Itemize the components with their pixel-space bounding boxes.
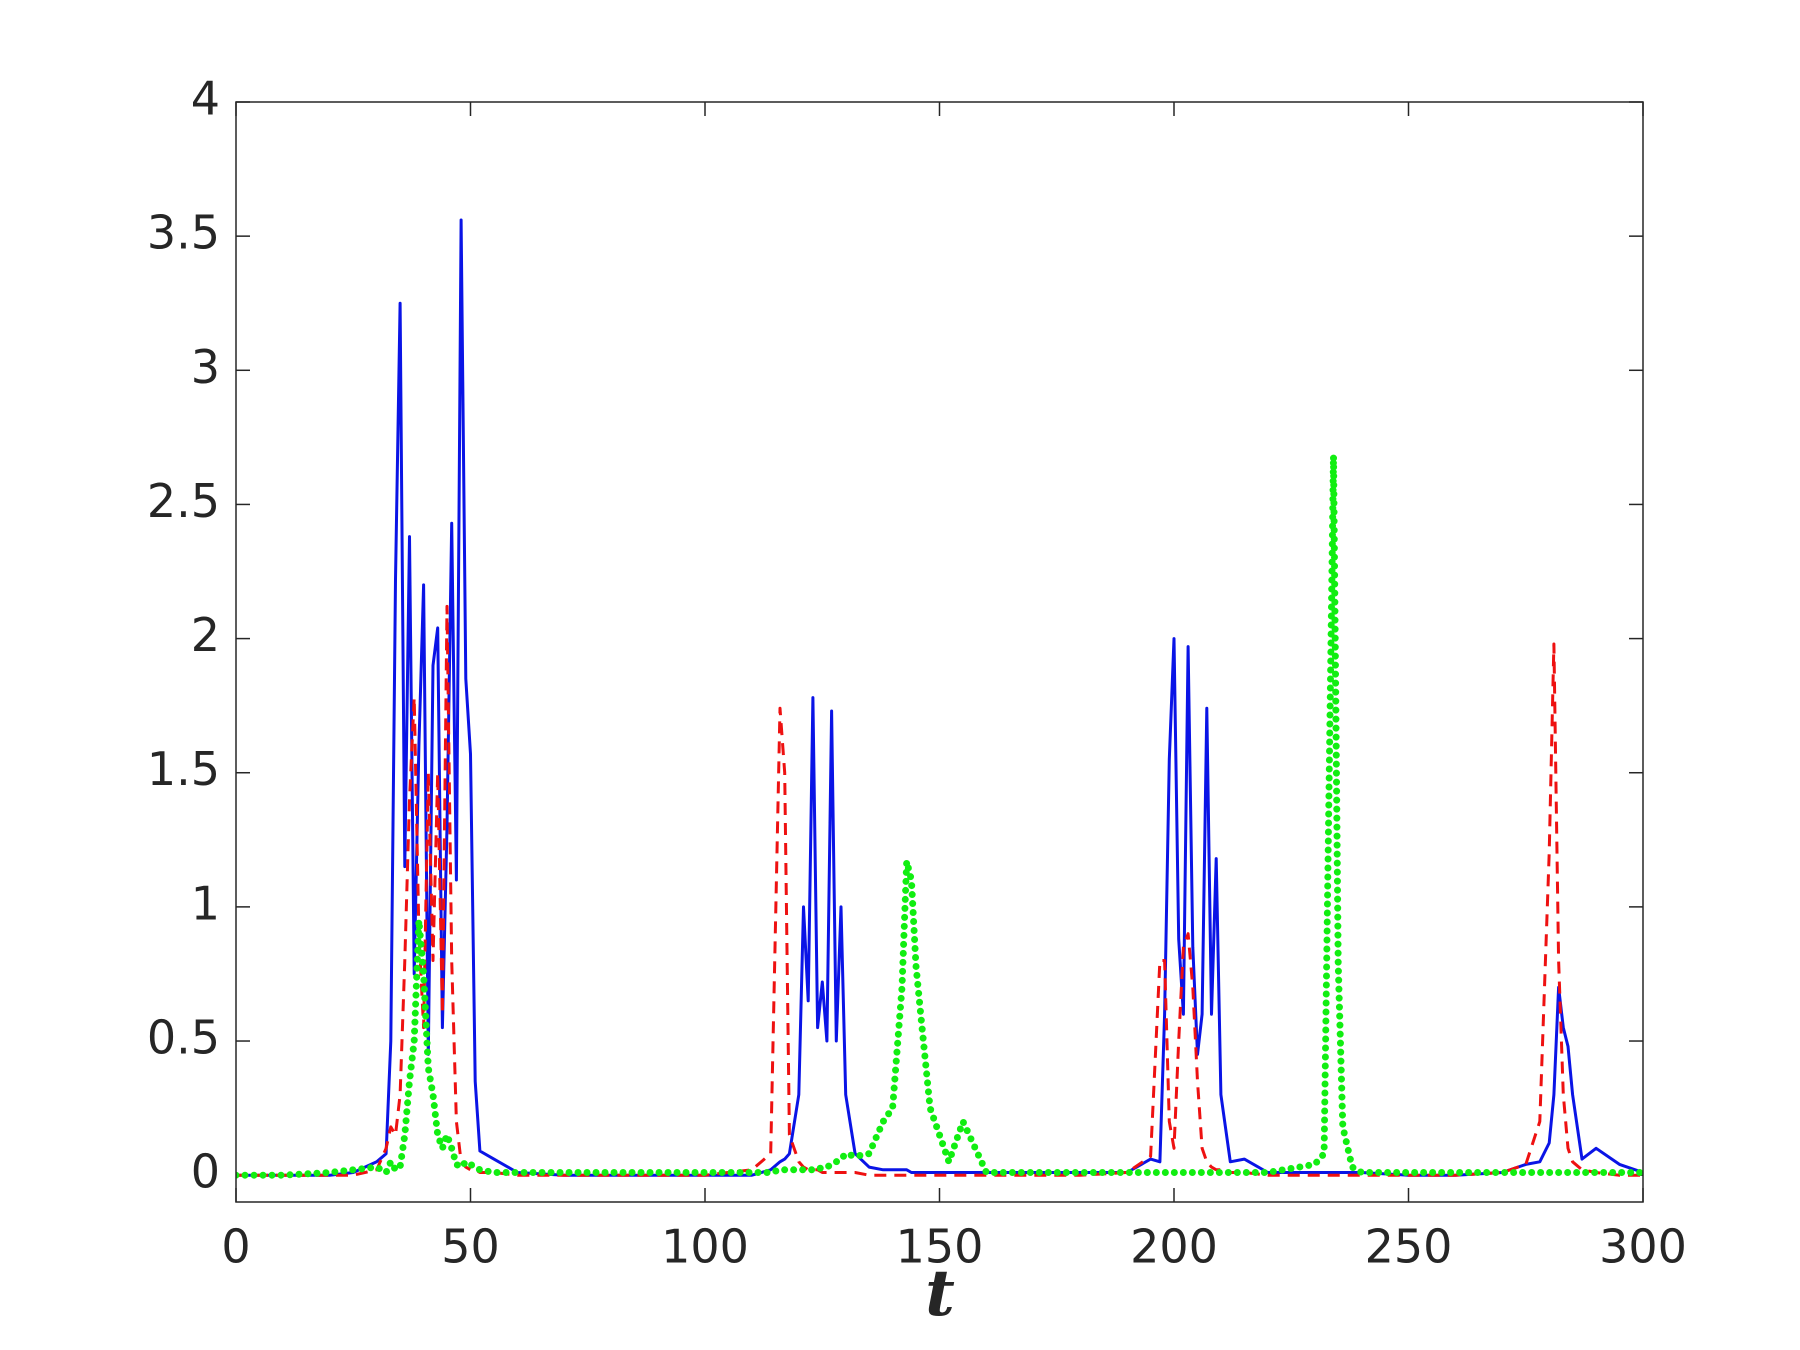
x-tick-label: 250 xyxy=(1365,1220,1453,1274)
x-tick-label: 0 xyxy=(221,1220,250,1274)
x-tick-label: 300 xyxy=(1599,1220,1687,1274)
y-tick-label: 2 xyxy=(191,608,220,662)
x-tick-label: 100 xyxy=(661,1220,749,1274)
y-tick-label: 3.5 xyxy=(147,206,220,260)
x-tick-label: 50 xyxy=(441,1220,500,1274)
y-tick-label: 0 xyxy=(191,1145,220,1199)
series-line xyxy=(236,218,1643,1177)
y-tick-label: 1.5 xyxy=(147,742,220,796)
series-line xyxy=(236,604,1643,1177)
series-line xyxy=(236,452,1643,1179)
y-tick-label: 2.5 xyxy=(147,474,220,528)
x-axis-label: t xyxy=(925,1256,955,1331)
y-tick-label: 0.5 xyxy=(147,1011,220,1065)
y-tick-label: 1 xyxy=(191,876,220,930)
y-tick-label: 4 xyxy=(191,72,220,126)
plot-frame xyxy=(235,101,1644,1203)
x-tick-label: 200 xyxy=(1130,1220,1218,1274)
y-tick-label: 3 xyxy=(191,340,220,394)
x-tick-label: 150 xyxy=(896,1220,984,1274)
